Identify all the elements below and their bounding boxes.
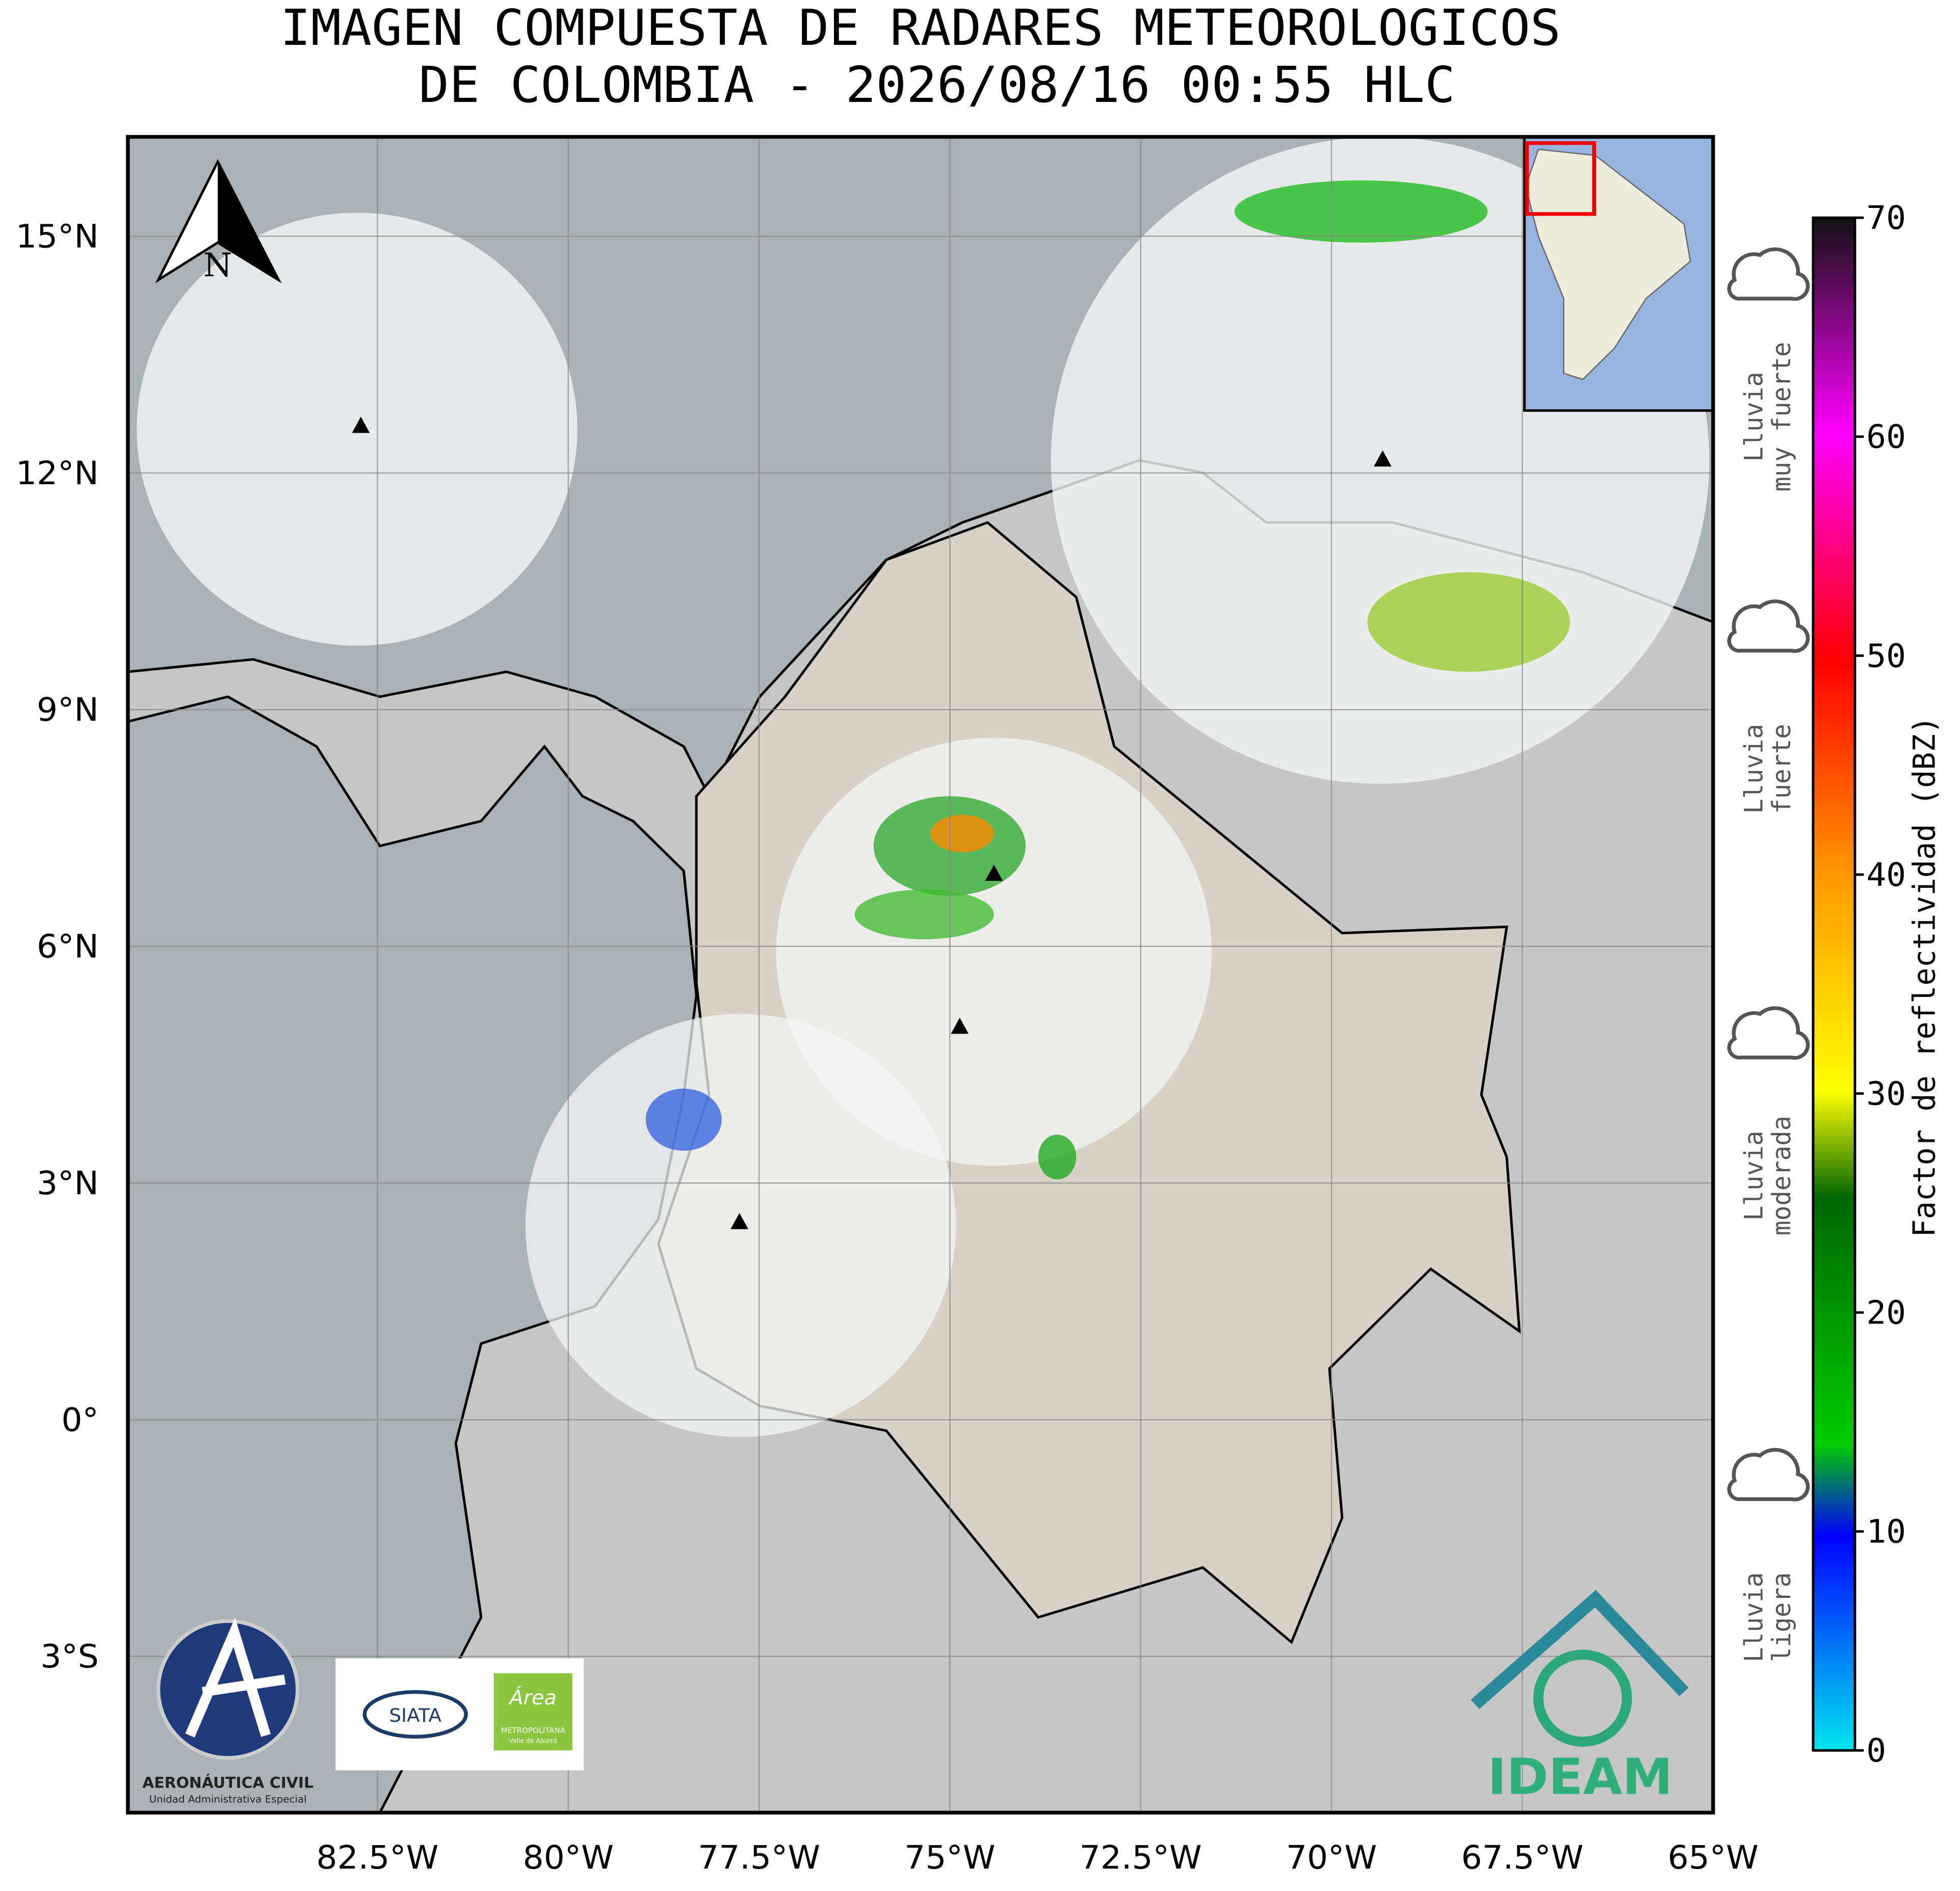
lat-tick-label: 3°N (37, 1165, 99, 1202)
lat-tick-label: 12°N (16, 455, 99, 492)
map-area: N AERONÁUTICA CIVIL Unidad Administrativ… (127, 137, 1713, 1813)
logo-text: Valle de Aburrá (509, 1738, 557, 1745)
ideam-swirl (1533, 1649, 1632, 1747)
rain-level-label: ligera (1767, 1572, 1797, 1662)
lon-tick-label: 67.5°W (1461, 1840, 1583, 1877)
title-line: DE COLOMBIA - 2026/08/16 00:55 HLC (419, 57, 1455, 114)
lat-tick-label: 15°N (16, 218, 99, 255)
rain-level-label: Lluvia (1739, 1572, 1769, 1662)
inset-extent (1525, 141, 1596, 216)
rain-level-label: moderada (1767, 1116, 1797, 1236)
colorbar-tick-label: 0 (1866, 1732, 1886, 1770)
aerocivil-emblem (185, 1617, 286, 1738)
rain-icon (1727, 247, 1810, 301)
lon-tick-label: 70°W (1286, 1840, 1377, 1877)
map-frame (126, 135, 1715, 1815)
rain-level-label: muy fuerte (1767, 342, 1797, 492)
lon-tick-label: 80°W (523, 1840, 614, 1877)
rain-level-label: fuerte (1767, 724, 1797, 813)
lat-tick-label: 9°N (37, 692, 99, 729)
lat-tick-label: 6°N (37, 928, 99, 965)
colorbar-tick-label: 10 (1866, 1513, 1906, 1551)
logo-text: METROPOLITANA (501, 1726, 565, 1735)
lon-tick-label: 72.5°W (1080, 1840, 1202, 1877)
colorbar-tick-label: 30 (1866, 1075, 1906, 1113)
rain-level-label: Lluvia (1739, 724, 1769, 813)
rain-icon (1727, 1006, 1810, 1060)
title-line: IMAGEN COMPUESTA DE RADARES METEOROLOGIC… (280, 0, 1561, 57)
colorbar-tick-label: 50 (1866, 638, 1906, 675)
rain-level-label: Lluvia (1739, 372, 1769, 462)
colorbar (1812, 216, 1857, 1752)
colorbar-tick-label: 40 (1866, 856, 1906, 894)
colorbar-tick-label: 60 (1866, 418, 1906, 456)
logo-text: AERONÁUTICA CIVIL (142, 1774, 313, 1792)
rain-icon (1727, 1448, 1810, 1502)
lat-tick-label: 3°S (40, 1638, 98, 1675)
lat-tick-label: 0° (61, 1402, 98, 1439)
logo-text: Área (508, 1686, 557, 1710)
siata-cloud (362, 1690, 468, 1739)
lon-tick-label: 82.5°W (317, 1840, 439, 1877)
logo-text: IDEAM (1487, 1748, 1672, 1806)
inset-continent (1525, 148, 1691, 380)
rain-level-label: Lluvia (1739, 1131, 1769, 1220)
colorbar-tick-label: 70 (1866, 200, 1906, 237)
logo-text: SIATA (389, 1704, 441, 1726)
rain-icon (1727, 599, 1810, 653)
area-logo (493, 1673, 572, 1751)
colorbar-label: Factor de reflectividad (dBZ) (1906, 716, 1942, 1237)
lon-tick-label: 77.5°W (698, 1840, 820, 1877)
lon-tick-label: 65°W (1667, 1840, 1758, 1877)
ideam-roof (1471, 1590, 1689, 1709)
logo-text: Unidad Administrativa Especial (149, 1794, 307, 1805)
colorbar-tick-label: 20 (1866, 1295, 1906, 1332)
lon-tick-label: 75°W (904, 1840, 995, 1877)
north-label: N (203, 247, 232, 284)
